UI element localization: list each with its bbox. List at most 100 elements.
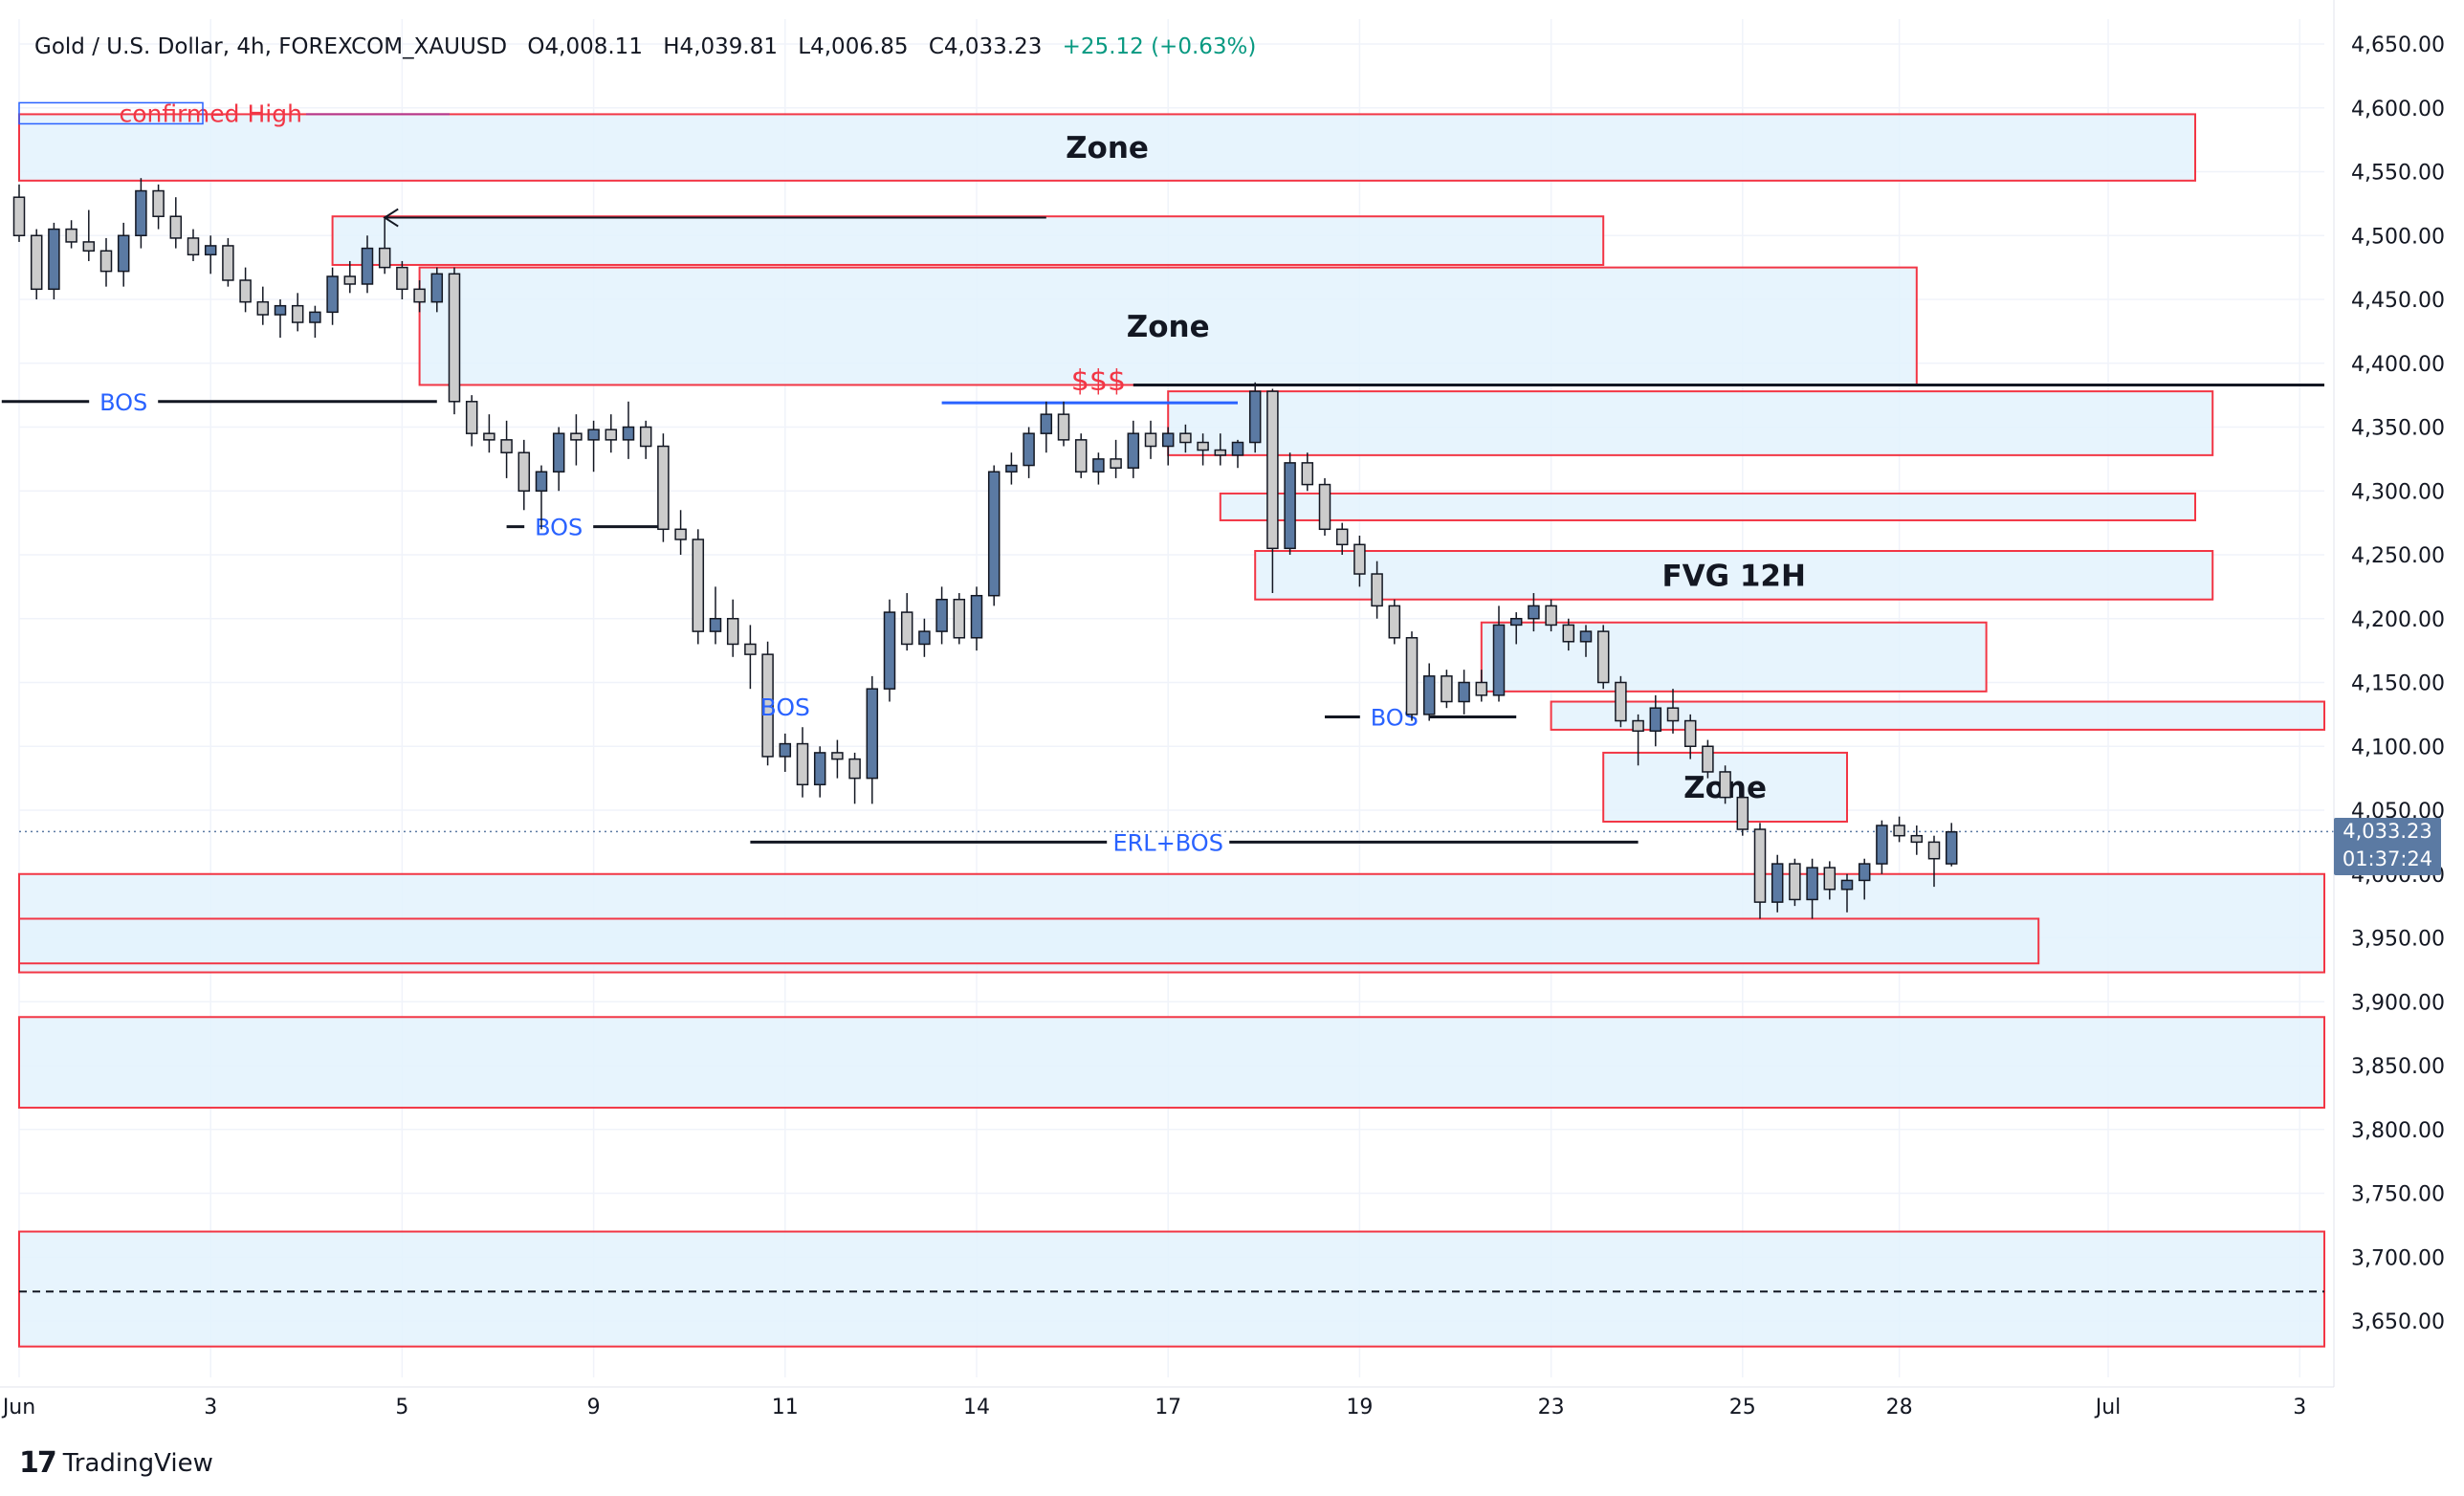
candle-body: [1422, 675, 1436, 715]
price-tick-label: 3,950.00: [2351, 928, 2445, 952]
candle-body: [30, 234, 43, 291]
price-tick-label: 3,700.00: [2351, 1246, 2445, 1270]
candle-body: [396, 266, 408, 291]
price-tick-label: 4,150.00: [2351, 672, 2445, 696]
price-tick-label: 3,650.00: [2351, 1310, 2445, 1334]
candle-body: [935, 598, 948, 632]
price-tick-label: 4,400.00: [2351, 353, 2445, 377]
candle-body: [1789, 863, 1801, 901]
level-label: ERL+BOS: [1112, 829, 1223, 856]
time-tick-label: 19: [1346, 1396, 1373, 1419]
candle-body: [1231, 441, 1244, 456]
time-axis[interactable]: Jun 3 5 9 11 14 17 19 23 25 28 Jul 3: [0, 1386, 2334, 1419]
candle-body: [1388, 605, 1401, 639]
tradingview-logo[interactable]: 17 TradingView: [19, 1446, 213, 1480]
annotation-label: confirmed High: [119, 99, 301, 127]
candle-body: [1458, 681, 1470, 703]
candle-body: [1005, 464, 1018, 473]
price-axis[interactable]: 3,650.00 3,700.00 3,750.00 3,800.00 3,850.00…: [2333, 0, 2445, 1387]
candle-body: [1179, 432, 1192, 444]
candle-body: [1509, 618, 1523, 627]
zone-label: FVG 12H: [1661, 559, 1806, 593]
price-tick-label: 3,750.00: [2351, 1183, 2445, 1207]
candle-body: [1876, 825, 1888, 865]
tradingview-logo-text: TradingView: [62, 1448, 213, 1478]
candle-body: [430, 273, 444, 303]
candle-body: [1840, 879, 1854, 891]
candle-body: [1771, 863, 1784, 903]
candle-body: [291, 304, 304, 323]
candle-body: [570, 432, 583, 441]
candle-body: [1858, 863, 1871, 882]
candle-body: [1248, 390, 1262, 444]
candle-body: [535, 471, 548, 493]
ohlc-low: L4,006.85: [798, 34, 909, 59]
candle-body: [1719, 771, 1731, 799]
candle-body: [135, 189, 147, 236]
candle-body: [605, 429, 618, 441]
zone-box: [18, 1230, 2325, 1348]
candle-body: [465, 401, 478, 434]
tradingview-logo-icon: 17: [19, 1446, 57, 1480]
price-tick-label: 4,550.00: [2351, 162, 2445, 186]
candle-body: [779, 742, 792, 758]
price-tick-label: 4,500.00: [2351, 225, 2445, 249]
time-tick-label: Jul: [2094, 1396, 2122, 1419]
candle-body: [1318, 483, 1331, 531]
candle-body: [1615, 681, 1627, 722]
candle-body: [1753, 828, 1767, 903]
candle-body: [48, 228, 60, 291]
candle-body: [1562, 624, 1575, 643]
candle-body: [1927, 841, 1941, 860]
zone-box: [1550, 700, 2325, 731]
candle-body: [361, 247, 374, 285]
candle-body: [657, 445, 670, 531]
time-tick-label: 28: [1886, 1396, 1913, 1419]
candle-body: [674, 528, 687, 540]
candle-body: [483, 432, 495, 441]
candle-body: [900, 611, 913, 646]
candle-body: [1353, 543, 1366, 575]
candle-body: [1910, 834, 1924, 844]
candle-body: [744, 643, 757, 655]
candle-body: [1023, 432, 1035, 467]
time-tick-label: 14: [963, 1396, 990, 1419]
candle-body: [726, 618, 739, 646]
candle-body: [152, 189, 165, 217]
candle-body: [1040, 413, 1053, 434]
time-tick-label: 25: [1729, 1396, 1756, 1419]
candle-body: [65, 228, 77, 243]
candle-body: [309, 311, 321, 323]
candle-body: [413, 288, 426, 303]
candle-body: [1301, 462, 1314, 486]
price-tick-label: 4,250.00: [2351, 544, 2445, 568]
ohlc-high: H4,039.81: [663, 34, 778, 59]
zone-box: [18, 1016, 2325, 1110]
zone-box: [1219, 492, 2197, 521]
zone-box: [18, 113, 2196, 182]
candle-body: [256, 300, 270, 316]
ohlc-open: O4,008.11: [527, 34, 643, 59]
candle-body: [1371, 573, 1383, 607]
candle-body: [517, 451, 531, 493]
candle-body: [1074, 439, 1088, 473]
symbol-title[interactable]: Gold / U.S. Dollar, 4h, FOREXCOM_XAUUSD: [34, 34, 508, 59]
candle-body: [239, 279, 252, 303]
candle-body: [378, 247, 391, 269]
zone-box: [1167, 390, 2214, 456]
time-tick-label: 5: [395, 1396, 408, 1419]
candle-body: [187, 237, 200, 256]
zone-box: [418, 266, 1918, 386]
candle-body: [987, 471, 1001, 597]
candle-body: [12, 196, 26, 236]
candle-body: [99, 250, 113, 273]
current-price-tag: 4,033.23 01:37:24: [2334, 818, 2441, 875]
candle-body: [1702, 745, 1714, 773]
price-tick-label: 4,300.00: [2351, 480, 2445, 504]
candle-body: [1528, 605, 1540, 620]
candle-body: [831, 752, 844, 760]
candle-body: [117, 234, 130, 273]
candle-body: [1284, 462, 1296, 550]
candle-body: [796, 742, 809, 786]
